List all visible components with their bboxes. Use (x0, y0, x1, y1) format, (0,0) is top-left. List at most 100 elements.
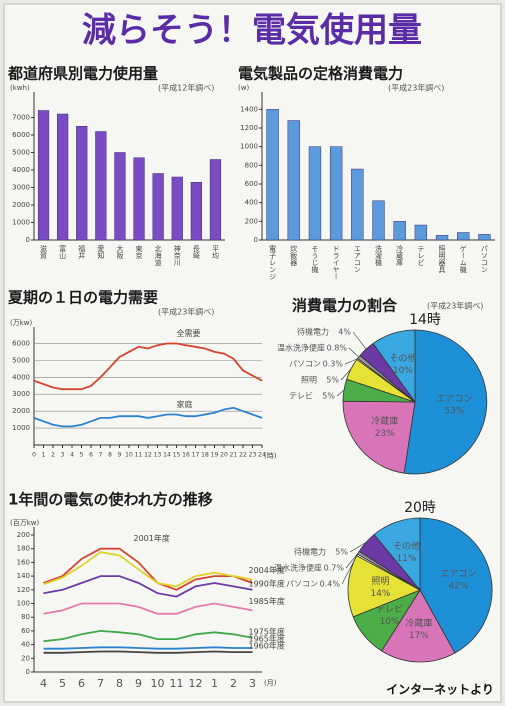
x-tick-label: 東京 (135, 244, 143, 260)
series-label: 2001年度 (134, 533, 170, 543)
x-tick-label: 富山 (59, 244, 67, 260)
x-tick-label: 6 (78, 677, 85, 690)
x-tick-label: 北海道 (154, 245, 162, 267)
leader-line (345, 552, 359, 569)
slice-value: 0.7% (324, 564, 345, 573)
y-tick-label: 800 (245, 161, 258, 169)
y-unit: (w) (238, 84, 249, 92)
x-tick-label: 冷蔵庫 (396, 244, 404, 267)
y-tick-label: 2000 (12, 201, 30, 209)
y-tick-label: 400 (245, 199, 258, 207)
series-label: 家庭 (177, 399, 193, 409)
y-tick-label: 100 (17, 600, 30, 608)
chart-title: 都道府県別電力使用量 (7, 65, 158, 83)
slice-value: 10% (380, 617, 400, 627)
slice-value: 53% (444, 407, 464, 417)
leader-line (341, 554, 358, 585)
pie-label: 14時 (409, 312, 441, 328)
x-tick-label: 3 (61, 452, 65, 459)
bar (152, 173, 164, 241)
y-tick-label: 0 (254, 236, 258, 244)
x-tick-label: 4 (70, 452, 74, 459)
x-tick-label: 洗濯機 (375, 244, 383, 267)
leader-line (348, 347, 360, 358)
slice-name: パソコン (289, 360, 321, 369)
pie-slice (381, 589, 456, 663)
x-tick-label: 1 (42, 452, 46, 459)
series-line (43, 602, 253, 615)
bar (329, 146, 343, 241)
x-tick-label: 5 (59, 677, 66, 690)
series-line (43, 646, 253, 650)
x-tick-label: 12 (189, 677, 203, 690)
x-tick-label: パソコン (480, 245, 488, 273)
slice-value: 10% (393, 366, 413, 376)
slice-value: 5% (335, 548, 348, 557)
pie-slice (342, 400, 416, 474)
chart-note: (平成23年調べ) (388, 83, 444, 93)
y-tick-label: 600 (245, 180, 258, 188)
x-tick-label: テレビ (417, 245, 425, 266)
x-tick-label: 7 (99, 452, 103, 459)
slice-name: 照明 (301, 376, 317, 385)
y-tick-label: 4000 (12, 373, 30, 381)
x-tick-label: 23 (249, 452, 257, 459)
pie-slice (419, 517, 493, 654)
bar (209, 159, 222, 241)
slice-name: 待機電力 (294, 547, 326, 557)
bar (190, 182, 202, 241)
x-tick-label: 15 (173, 452, 181, 459)
y-tick-label: 1400 (240, 105, 258, 113)
bar (114, 152, 126, 241)
y-tick-label: 6000 (12, 131, 30, 139)
slice-name: その他 (389, 352, 416, 364)
x-tick-label: 9 (118, 452, 122, 459)
y-tick-label: 7000 (12, 114, 30, 122)
x-tick-label: 17 (192, 452, 200, 459)
y-tick-label: 3000 (12, 184, 30, 192)
slice-name: エアコン (440, 570, 476, 580)
slice-name: エアコン (436, 395, 472, 405)
slice-name: 温水洗浄便座 (274, 563, 322, 573)
bar (478, 234, 491, 241)
x-tick-label: 14 (163, 452, 171, 459)
x-tick-label: 長崎 (192, 245, 200, 259)
y-tick-label: 80 (21, 613, 30, 621)
series-label: 全需要 (177, 328, 201, 338)
series-label: 1965年度 (249, 634, 285, 644)
x-tick-label: 11 (135, 452, 143, 459)
series-label: 2004年度 (249, 565, 285, 575)
series-line (33, 342, 263, 391)
series-label: 1990年度 (249, 578, 285, 588)
leader-line (340, 368, 352, 381)
y-tick-label: 140 (17, 572, 30, 580)
x-tick-label: 神奈川 (173, 244, 181, 266)
slice-name: 待機電力 (297, 327, 329, 337)
x-tick-label: エアコン (353, 245, 361, 273)
series-line (43, 551, 253, 588)
slice-value: 42% (448, 582, 468, 592)
pie-slice (373, 517, 421, 592)
slice-name: テレビ (376, 604, 403, 615)
x-tick-label: 10 (125, 452, 133, 459)
y-unit: (百万kw) (10, 519, 40, 527)
bar (95, 131, 107, 241)
x-tick-label: 8 (108, 452, 112, 459)
x-tick-label: ドライヤー (332, 245, 340, 280)
x-tick-label: 照明器具 (438, 245, 446, 274)
y-tick-label: 3000 (12, 390, 30, 398)
y-tick-label: 0 (26, 236, 30, 244)
x-tick-label: 炊飯器 (290, 244, 298, 267)
pie-slice (403, 329, 488, 475)
series-line (43, 650, 253, 654)
y-tick-label: 5000 (12, 356, 30, 364)
x-tick-label: 16 (182, 452, 190, 459)
leader-line (349, 542, 367, 553)
bar (171, 176, 183, 241)
x-tick-label: 20 (220, 452, 228, 459)
bar (133, 157, 145, 241)
y-tick-label: 1000 (12, 219, 30, 227)
x-tick-label: 18 (201, 452, 209, 459)
bar (266, 109, 279, 241)
